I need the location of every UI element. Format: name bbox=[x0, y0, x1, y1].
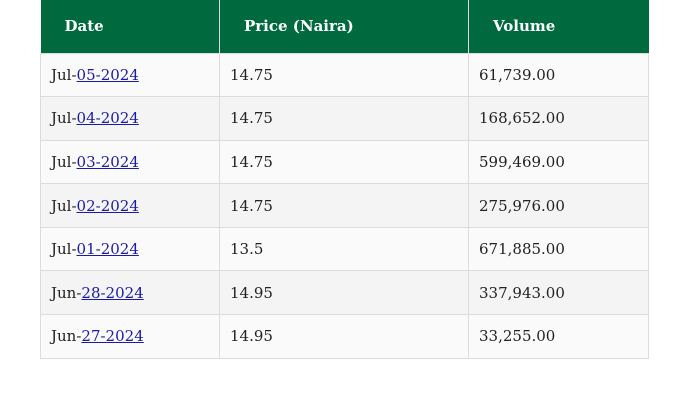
volume-cell: 599,469.00 bbox=[468, 139, 649, 185]
table-row: Jul-05-2024 14.75 61,739.00 bbox=[40, 52, 649, 98]
column-header-price[interactable]: Price (Naira) bbox=[219, 0, 469, 53]
date-link[interactable]: 04-2024 bbox=[76, 109, 139, 128]
date-cell: Jul-03-2024 bbox=[40, 139, 220, 185]
price-cell: 14.95 bbox=[219, 314, 469, 359]
date-cell: Jun-27-2024 bbox=[40, 314, 220, 359]
table-row: Jul-03-2024 14.75 599,469.00 bbox=[40, 139, 649, 185]
date-cell: Jul-01-2024 bbox=[40, 226, 220, 272]
column-header-volume[interactable]: Volume bbox=[468, 0, 649, 53]
table-row: Jun-27-2024 14.95 33,255.00 bbox=[40, 314, 649, 359]
column-header-date[interactable]: Date bbox=[40, 0, 220, 53]
date-month-prefix: Jul- bbox=[51, 196, 77, 215]
date-month-prefix: Jul- bbox=[51, 65, 77, 84]
date-month-prefix: Jun- bbox=[51, 327, 82, 346]
volume-cell: 337,943.00 bbox=[468, 270, 649, 316]
date-link[interactable]: 27-2024 bbox=[81, 327, 144, 346]
table-row: Jul-02-2024 14.75 275,976.00 bbox=[40, 183, 649, 228]
price-history-table: Date Price (Naira) Volume Jul-05-2024 14… bbox=[40, 0, 649, 359]
price-history-table-container: Date Price (Naira) Volume Jul-05-2024 14… bbox=[40, 0, 649, 359]
date-month-prefix: Jul- bbox=[51, 240, 77, 259]
date-link[interactable]: 02-2024 bbox=[76, 196, 139, 215]
price-cell: 14.75 bbox=[219, 139, 469, 185]
volume-cell: 33,255.00 bbox=[468, 314, 649, 359]
price-cell: 14.75 bbox=[219, 52, 469, 98]
price-cell: 14.95 bbox=[219, 270, 469, 316]
volume-cell: 168,652.00 bbox=[468, 96, 649, 141]
volume-cell: 275,976.00 bbox=[468, 183, 649, 228]
volume-cell: 61,739.00 bbox=[468, 52, 649, 98]
date-link[interactable]: 28-2024 bbox=[81, 283, 144, 302]
table-row: Jul-01-2024 13.5 671,885.00 bbox=[40, 226, 649, 272]
date-link[interactable]: 03-2024 bbox=[76, 152, 139, 171]
date-month-prefix: Jul- bbox=[51, 152, 77, 171]
price-cell: 14.75 bbox=[219, 96, 469, 141]
date-link[interactable]: 05-2024 bbox=[76, 65, 139, 84]
price-cell: 14.75 bbox=[219, 183, 469, 228]
date-link[interactable]: 01-2024 bbox=[76, 240, 139, 259]
date-month-prefix: Jun- bbox=[51, 283, 82, 302]
table-row: Jul-04-2024 14.75 168,652.00 bbox=[40, 96, 649, 141]
date-cell: Jun-28-2024 bbox=[40, 270, 220, 316]
date-cell: Jul-05-2024 bbox=[40, 52, 220, 98]
date-month-prefix: Jul- bbox=[51, 109, 77, 128]
date-cell: Jul-02-2024 bbox=[40, 183, 220, 228]
date-cell: Jul-04-2024 bbox=[40, 96, 220, 141]
volume-cell: 671,885.00 bbox=[468, 226, 649, 272]
table-row: Jun-28-2024 14.95 337,943.00 bbox=[40, 270, 649, 316]
table-header-row: Date Price (Naira) Volume bbox=[40, 0, 649, 53]
price-cell: 13.5 bbox=[219, 226, 469, 272]
